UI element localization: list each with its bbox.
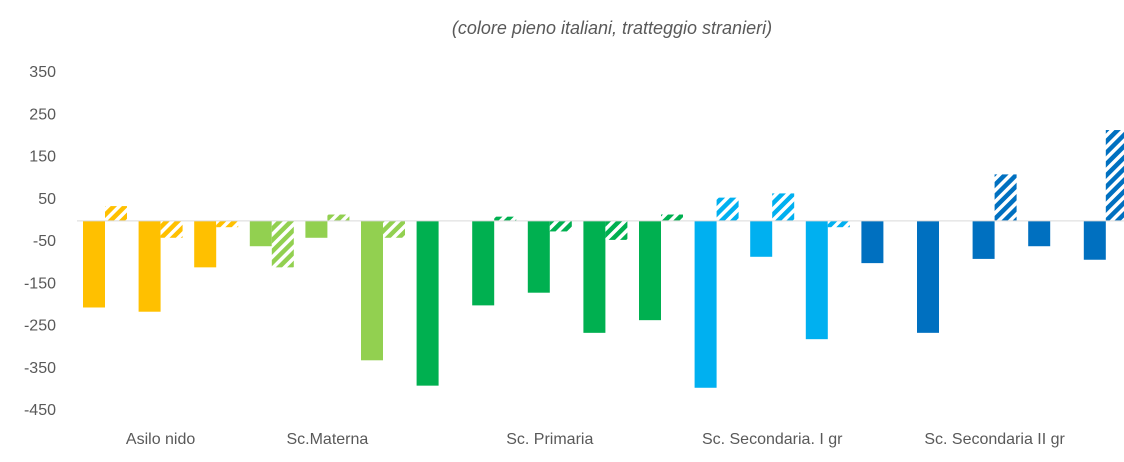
bar — [972, 220, 995, 259]
bar — [216, 220, 239, 228]
bar — [105, 206, 127, 221]
bar — [805, 220, 828, 340]
y-tick-label: -450 — [24, 402, 56, 419]
bar — [861, 220, 884, 264]
bar — [1083, 220, 1106, 260]
bar — [527, 220, 550, 293]
bar — [383, 220, 405, 238]
bar — [160, 220, 183, 238]
y-tick-label: 350 — [29, 64, 56, 81]
x-tick-label: Sc. Secondaria. I gr — [702, 431, 843, 448]
bar — [694, 220, 717, 388]
bar — [1105, 130, 1124, 221]
bar — [1028, 220, 1051, 247]
bar — [416, 220, 439, 386]
bar — [327, 214, 350, 221]
x-tick-label: Asilo nido — [126, 431, 195, 448]
x-tick-label: Sc.Materna — [286, 431, 368, 448]
y-tick-label: 50 — [38, 191, 56, 208]
y-tick-label: -50 — [33, 233, 56, 250]
y-tick-label: -250 — [24, 318, 56, 335]
bar — [138, 220, 161, 312]
chart-subtitle: (colore pieno italiani, tratteggio stran… — [452, 18, 772, 38]
bar — [917, 220, 939, 333]
bar — [494, 216, 517, 221]
bar — [249, 220, 272, 247]
bar — [361, 220, 383, 361]
bar — [827, 220, 850, 228]
bar — [472, 220, 495, 306]
bar — [661, 214, 683, 221]
y-tick-label: 250 — [29, 106, 56, 123]
bar — [639, 220, 661, 321]
x-tick-label: Sc. Secondaria II gr — [924, 431, 1065, 448]
bar — [716, 197, 739, 221]
bar — [772, 193, 795, 221]
bar — [994, 174, 1017, 221]
y-tick-label: -350 — [24, 360, 56, 377]
y-tick-label: 150 — [29, 149, 56, 166]
y-tick-label: -150 — [24, 275, 56, 292]
bar — [271, 220, 294, 268]
bar — [305, 220, 328, 238]
bar — [83, 220, 105, 308]
bar — [750, 220, 773, 257]
bar — [605, 220, 628, 240]
bar — [583, 220, 606, 333]
bar — [194, 220, 217, 268]
bar — [549, 220, 572, 232]
x-tick-label: Sc. Primaria — [506, 431, 593, 448]
